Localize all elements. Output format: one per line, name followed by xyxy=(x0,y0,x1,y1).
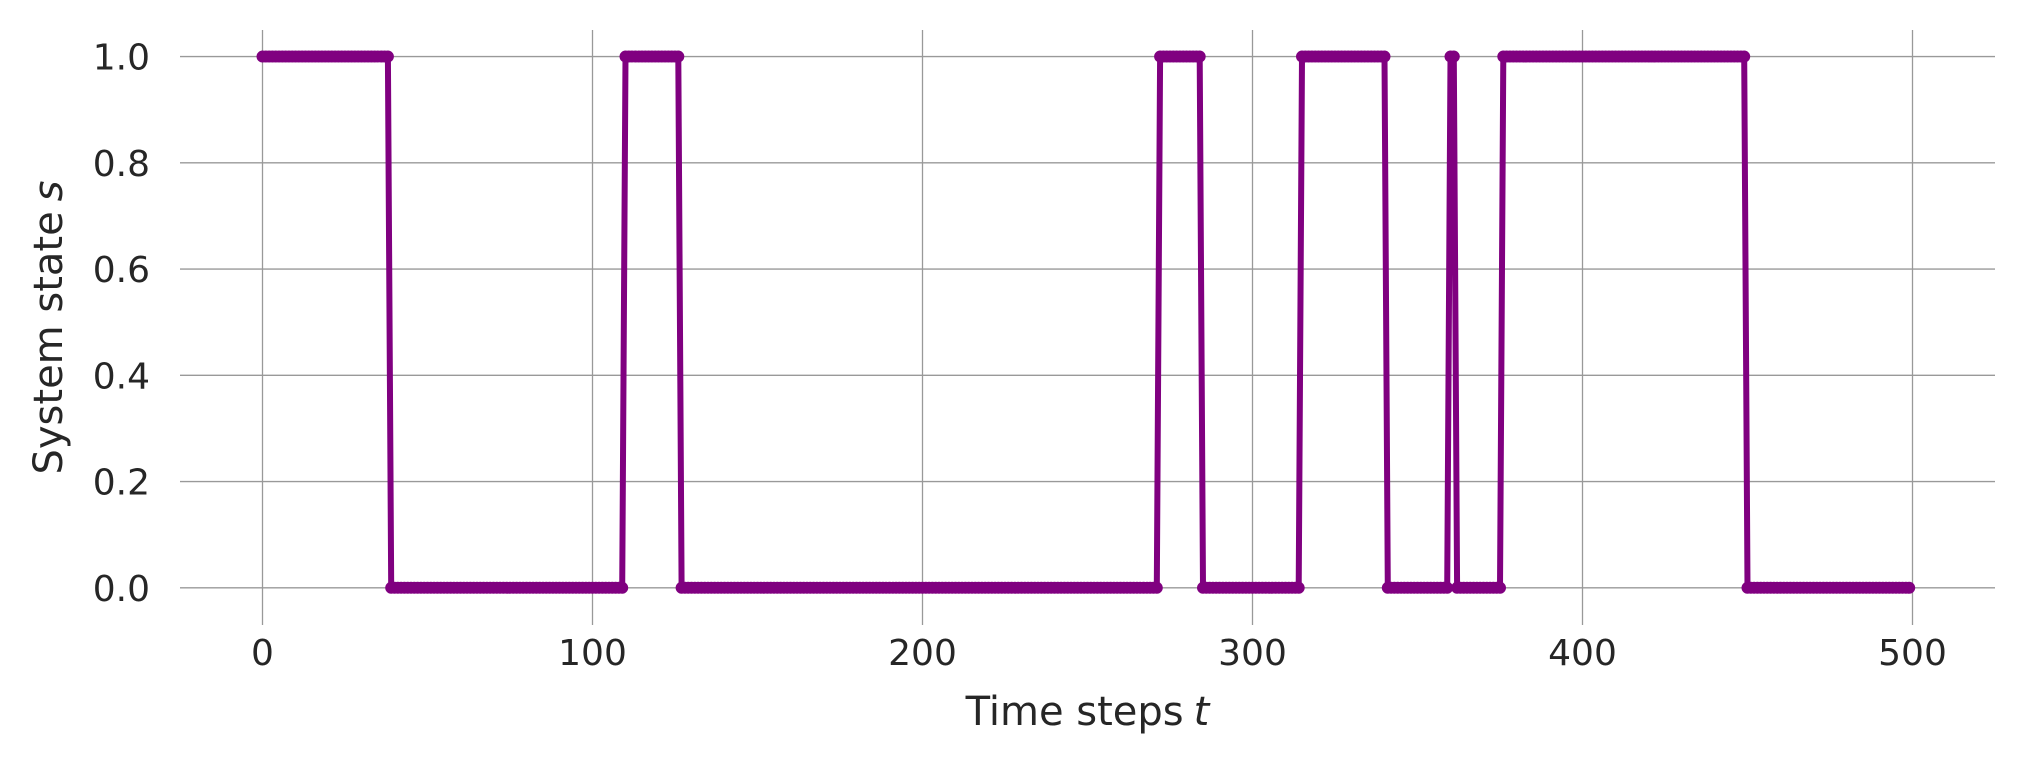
data-point xyxy=(672,50,685,63)
y-tick-label: 0.4 xyxy=(93,356,150,397)
data-point xyxy=(1150,581,1163,594)
x-tick-label: 400 xyxy=(1548,633,1617,674)
ticks: 0 100 200 300 400 500 0.0 0.2 0.4 0.6 0.8 1.0 xyxy=(93,38,1947,674)
data-point xyxy=(616,581,629,594)
data-point xyxy=(1292,581,1305,594)
x-axis-label-symbol: t xyxy=(1194,689,1211,735)
x-axis-label-text: Time steps xyxy=(965,689,1184,735)
x-axis-label: Time steps t xyxy=(965,689,1211,735)
x-tick-label: 500 xyxy=(1878,633,1947,674)
x-tick-label: 200 xyxy=(888,633,957,674)
data-point xyxy=(1378,50,1391,63)
data-point xyxy=(1738,50,1751,63)
y-tick-label: 0.2 xyxy=(93,463,150,504)
data-point xyxy=(1494,581,1506,594)
y-tick-label: 0.0 xyxy=(93,569,150,610)
y-tick-label: 0.8 xyxy=(93,144,150,185)
x-tick-label: 0 xyxy=(251,633,274,674)
y-tick-label: 0.6 xyxy=(93,250,150,291)
series-layer xyxy=(256,50,1916,594)
x-tick-label: 100 xyxy=(558,633,627,674)
data-point xyxy=(381,50,394,63)
x-tick-label: 300 xyxy=(1218,633,1287,674)
data-point xyxy=(1441,581,1454,594)
grid xyxy=(180,30,1995,625)
data-point xyxy=(1447,50,1460,63)
y-axis-label-text: System state xyxy=(26,211,72,474)
y-tick-label: 1.0 xyxy=(93,38,150,79)
series-markers xyxy=(256,50,1916,594)
y-axis-label-symbol: s xyxy=(26,180,72,201)
y-axis-label: System state s xyxy=(26,180,72,474)
data-point xyxy=(1193,50,1206,63)
series-line xyxy=(259,53,1913,591)
data-point xyxy=(1903,581,1916,594)
